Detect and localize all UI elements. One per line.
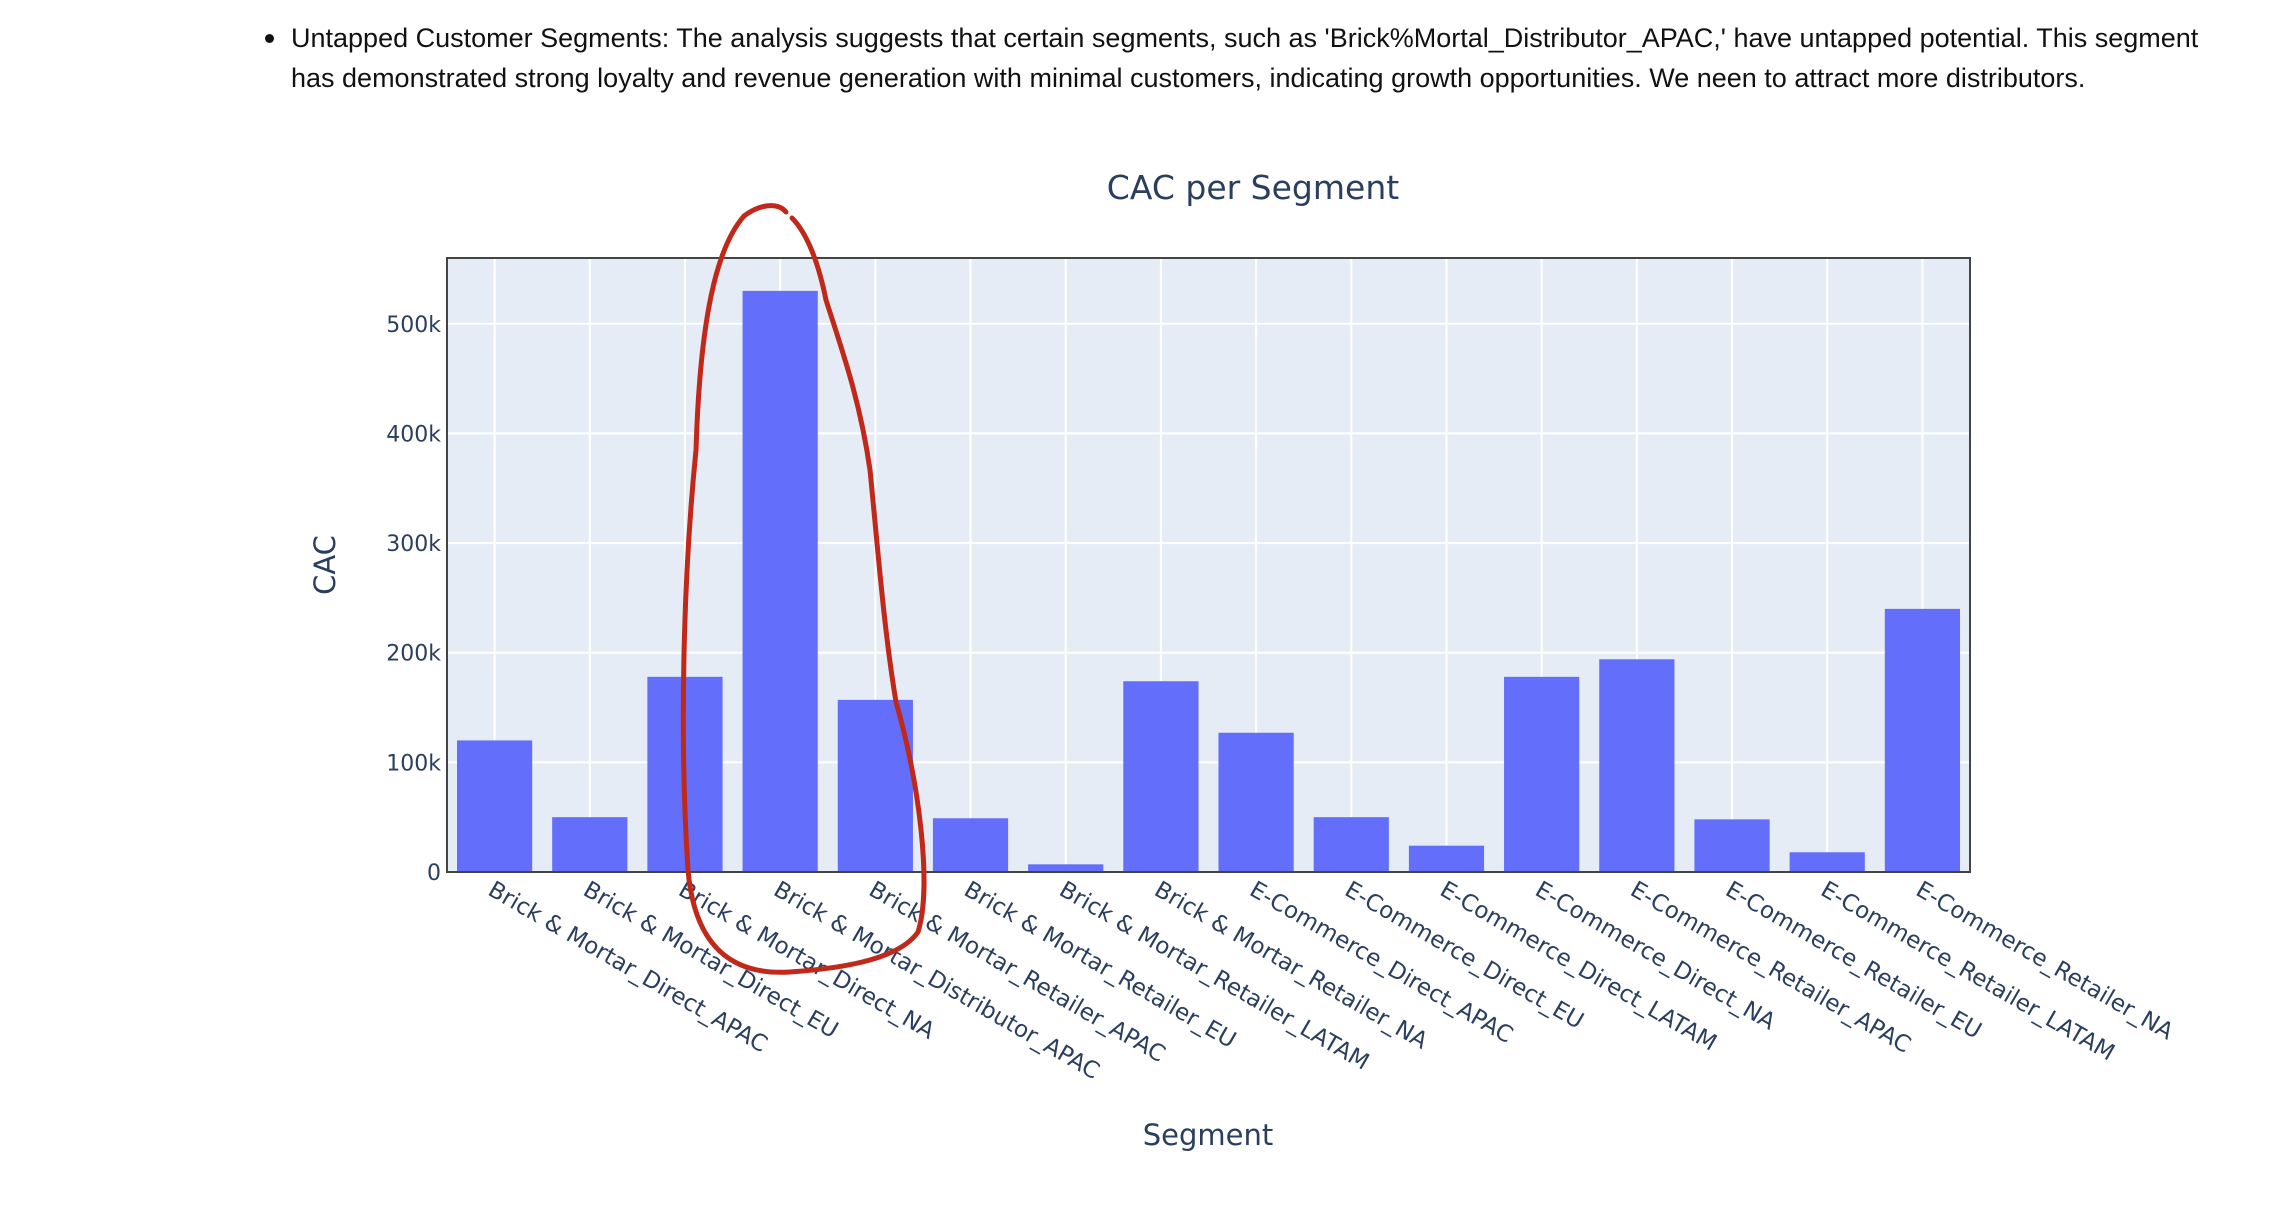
bar — [932, 818, 1009, 872]
y-tick-label: 400k — [386, 422, 441, 447]
y-tick-labels: 0 100k 200k 300k 400k 500k — [386, 313, 441, 886]
y-tick-label: 100k — [386, 751, 441, 776]
bar — [1884, 608, 1961, 872]
bar — [1408, 845, 1485, 872]
highlight-annotation-circle — [680, 203, 927, 975]
y-axis-title: CAC — [308, 535, 342, 595]
bar — [742, 290, 818, 873]
bar — [1789, 852, 1865, 872]
bar — [1599, 659, 1675, 872]
bar — [837, 699, 913, 872]
y-tick-label: 300k — [386, 532, 441, 557]
y-tick-label: 500k — [386, 313, 441, 338]
bullet-icon — [265, 34, 274, 43]
untapped-segments-note: Untapped Customer Segments: The analysis… — [265, 18, 2231, 98]
bar — [1694, 819, 1770, 872]
bar — [1028, 864, 1104, 872]
bar — [1313, 817, 1389, 872]
grid-lines — [447, 258, 1970, 873]
y-tick-label: 0 — [427, 861, 441, 886]
chart-title: CAC per Segment — [1107, 168, 1399, 207]
notes-list: Untapped Customer Segments: The analysis… — [260, 18, 2231, 98]
bar — [1218, 732, 1294, 872]
untapped-segments-text: Untapped Customer Segments: The analysis… — [291, 23, 2199, 93]
bar — [1504, 676, 1580, 872]
x-axis-title: Segment — [1143, 1118, 1274, 1152]
bar — [1123, 681, 1199, 872]
plot-border — [446, 257, 1971, 873]
cac-chart-svg: 0 100k 200k 300k 400k 500k Brick & Mortar_Dir… — [308, 168, 2178, 1152]
bar — [456, 740, 533, 872]
cac-chart: 0 100k 200k 300k 400k 500k Brick & Mortar_Dir… — [0, 150, 2273, 1209]
bar — [552, 817, 628, 872]
bars — [456, 290, 1961, 873]
y-tick-label: 200k — [386, 642, 441, 667]
